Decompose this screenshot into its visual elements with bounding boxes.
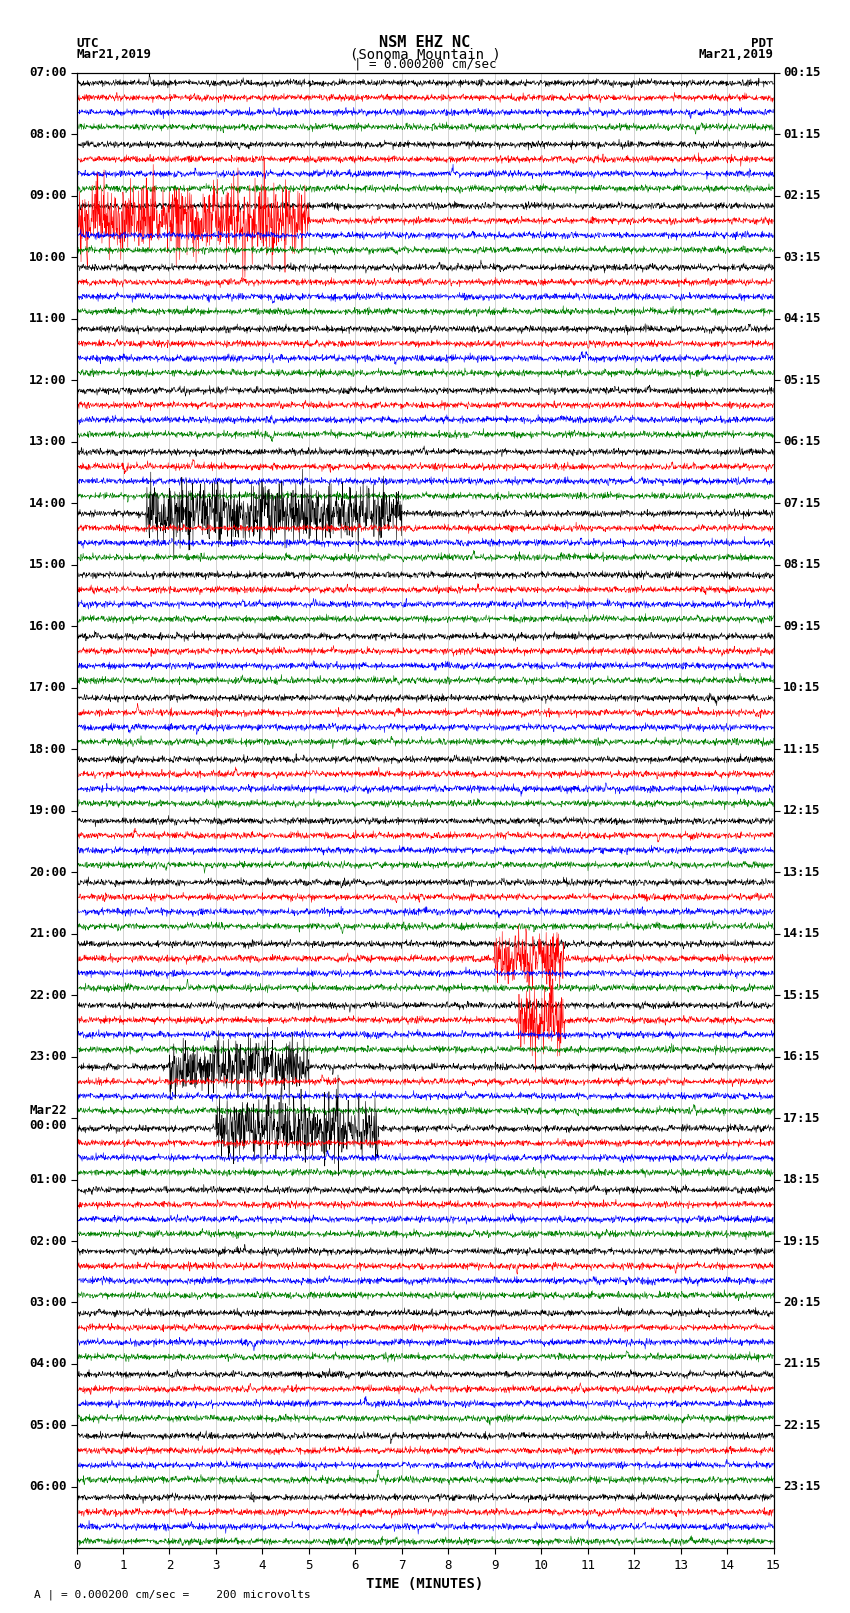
Text: PDT: PDT (751, 37, 774, 50)
Text: A | = 0.000200 cm/sec =    200 microvolts: A | = 0.000200 cm/sec = 200 microvolts (34, 1589, 311, 1600)
X-axis label: TIME (MINUTES): TIME (MINUTES) (366, 1578, 484, 1592)
Text: NSM EHZ NC: NSM EHZ NC (379, 35, 471, 50)
Text: (Sonoma Mountain ): (Sonoma Mountain ) (349, 47, 501, 61)
Text: | = 0.000200 cm/sec: | = 0.000200 cm/sec (354, 58, 496, 71)
Text: Mar21,2019: Mar21,2019 (699, 48, 774, 61)
Text: UTC: UTC (76, 37, 99, 50)
Text: Mar21,2019: Mar21,2019 (76, 48, 151, 61)
